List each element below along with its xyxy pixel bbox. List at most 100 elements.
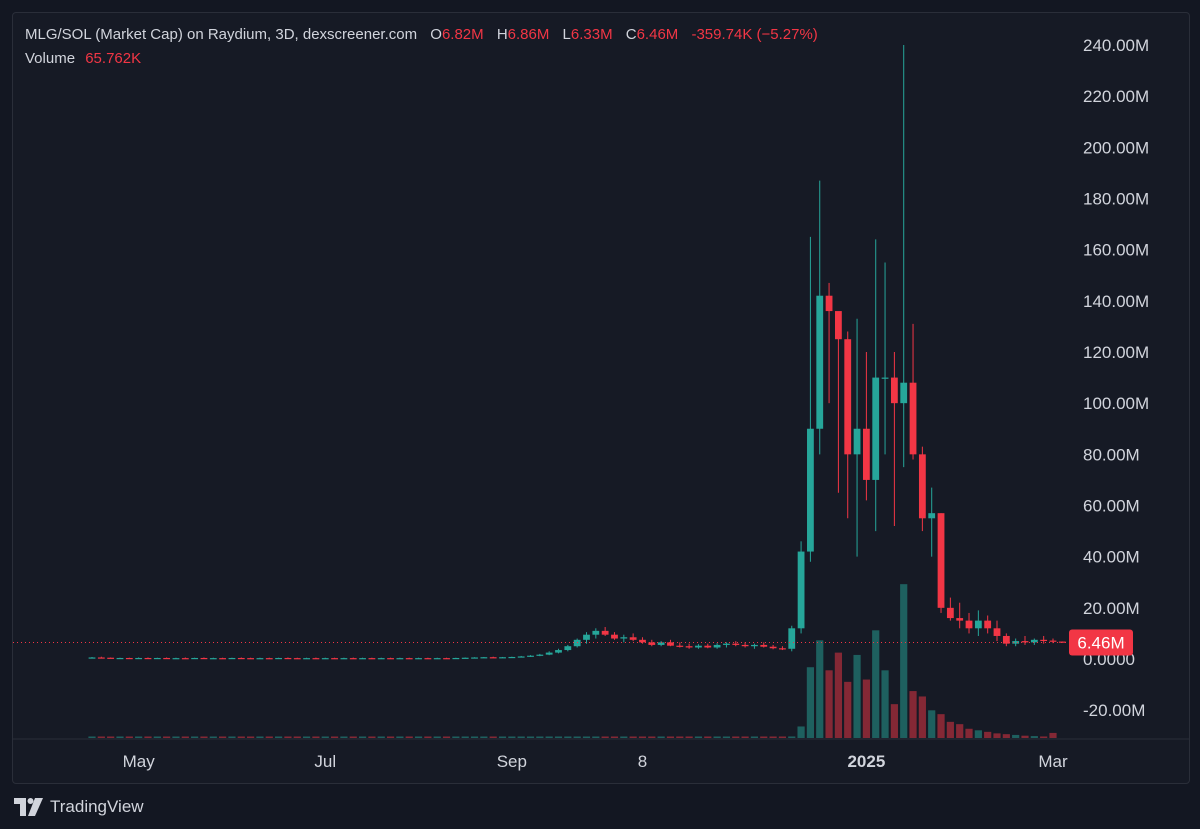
candle-body [256, 658, 264, 660]
candle-body [228, 657, 236, 660]
volume-bar [946, 721, 954, 738]
x-tick-label: 8 [638, 752, 647, 771]
volume-bar [228, 736, 236, 738]
volume-bar [592, 736, 600, 738]
volume-bar [937, 714, 945, 738]
open-label: O [430, 26, 442, 43]
candle-body [769, 646, 777, 649]
candle-body [116, 657, 124, 660]
volume-bar [965, 728, 973, 738]
close-value: 6.46M [636, 26, 679, 43]
volume-bar [741, 736, 749, 738]
volume-bar [1049, 732, 1057, 738]
candle-body [461, 657, 469, 659]
volume-bar [256, 736, 264, 738]
volume-bar [396, 736, 404, 738]
volume-bar [750, 736, 759, 738]
volume-bar [648, 736, 656, 738]
volume-bar [414, 736, 423, 738]
candle-body [713, 644, 721, 648]
candle-body [303, 658, 310, 660]
candle-body [340, 658, 348, 660]
candle-body [443, 658, 450, 660]
volume-bar [881, 670, 889, 738]
chart-panel[interactable]: 240.00M 220.00M 200.00M 180.00M 160.00M 140.0… [12, 12, 1190, 784]
candle-body [807, 428, 814, 552]
volume-bar [209, 736, 217, 738]
candle-body [965, 620, 973, 629]
y-tick-label: 80.00M [1083, 445, 1140, 464]
volume-bar [974, 730, 982, 738]
candle-body [107, 657, 115, 659]
volume-bar [1012, 734, 1020, 738]
candle-body [209, 658, 217, 660]
y-tick-label: 140.00M [1083, 292, 1149, 311]
candle-body [667, 642, 674, 646]
candlestick-chart[interactable]: 240.00M 220.00M 200.00M 180.00M 160.00M 140.0… [13, 13, 1189, 783]
volume-bar [1002, 734, 1010, 738]
candle-body [844, 339, 852, 455]
candle-body [704, 645, 712, 648]
volume-bar [358, 736, 367, 738]
y-tick-label: 40.00M [1083, 548, 1140, 567]
candle-body [517, 656, 525, 658]
tradingview-logo-icon [14, 798, 43, 816]
candle-body [993, 628, 1001, 636]
change-value: -359.74K (−5.27%) [691, 26, 818, 43]
x-tick-label: Mar [1038, 752, 1068, 771]
candle-body [265, 658, 273, 660]
open-value: 6.82M [441, 26, 484, 43]
candle-body [601, 630, 609, 635]
volume-bar [284, 736, 292, 738]
volume-bar [135, 736, 143, 738]
y-tick-label: -20.00M [1083, 701, 1145, 720]
volume-bar [330, 736, 339, 738]
volume-bar [564, 736, 572, 738]
candle-body [657, 642, 665, 645]
ohlc-legend: MLG/SOL (Market Cap) on Raydium, 3D, dex… [25, 26, 818, 43]
candle-body [172, 658, 180, 660]
volume-bar [797, 726, 805, 738]
volume-bar [676, 736, 684, 738]
volume-bar [769, 736, 777, 738]
brand-name: TradingView [50, 797, 144, 816]
candle-body [564, 646, 572, 651]
volume-bar [97, 736, 105, 738]
candle-body [909, 382, 917, 455]
volume-bar [956, 724, 964, 738]
volume-bar [1021, 735, 1029, 738]
volume-bar [88, 736, 96, 738]
volume-bar [657, 736, 665, 738]
candle-body [1021, 641, 1029, 643]
candle-body [247, 658, 255, 660]
volume-bar [424, 736, 432, 738]
candle-body [835, 311, 842, 340]
y-tick-label: 100.00M [1083, 394, 1149, 413]
x-tick-label: May [123, 752, 156, 771]
candle-body [405, 658, 413, 660]
volume-bar [442, 736, 451, 738]
volume-bar [321, 736, 329, 738]
volume-bar [853, 654, 861, 738]
volume-value: 65.762K [85, 50, 142, 67]
candle-body [890, 377, 898, 404]
volume-bar [844, 681, 852, 738]
candle-body [88, 657, 96, 659]
tradingview-branding[interactable]: TradingView [14, 795, 144, 819]
volume-bar [638, 736, 647, 738]
volume-bar [526, 736, 535, 738]
volume-bar [340, 736, 348, 738]
candle-body [527, 655, 534, 657]
candle-body [946, 607, 954, 619]
candle-body [797, 551, 805, 629]
volume-bar [107, 736, 115, 738]
low-label: L [562, 26, 571, 43]
candle-body [695, 645, 702, 648]
volume-bar [918, 696, 926, 738]
candle-body [284, 657, 292, 660]
volume-bar [984, 731, 992, 738]
candle-body [611, 634, 618, 639]
candle-body [676, 645, 684, 647]
candle-body [508, 656, 516, 659]
volume-bar [732, 736, 740, 738]
